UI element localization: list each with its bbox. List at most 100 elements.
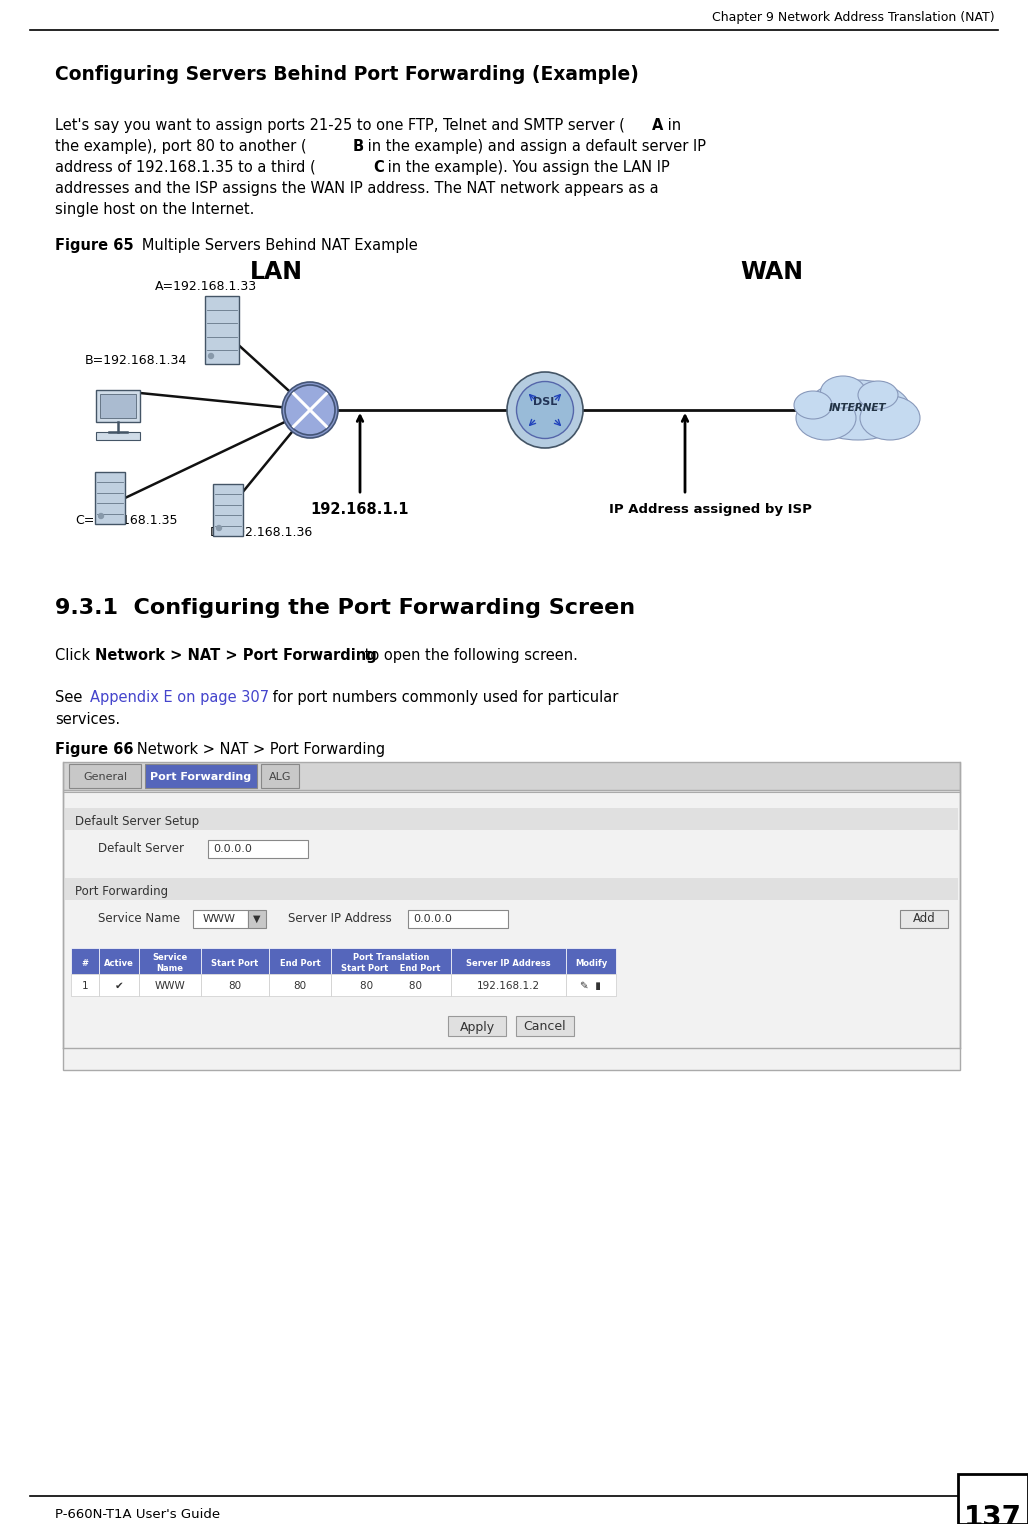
Text: 9.3.1  Configuring the Port Forwarding Screen: 9.3.1 Configuring the Port Forwarding Sc… bbox=[56, 597, 635, 619]
Text: End Port: End Port bbox=[280, 959, 321, 968]
Text: services.: services. bbox=[56, 712, 120, 727]
Text: A=192.168.1.33: A=192.168.1.33 bbox=[155, 280, 257, 294]
Text: ALG: ALG bbox=[268, 773, 291, 782]
Text: in the example) and assign a default server IP: in the example) and assign a default ser… bbox=[363, 139, 706, 154]
Circle shape bbox=[209, 354, 214, 358]
Text: 137: 137 bbox=[964, 1504, 1022, 1524]
Text: Cancel: Cancel bbox=[523, 1021, 566, 1033]
Text: B=192.168.1.34: B=192.168.1.34 bbox=[85, 354, 187, 366]
Text: Active: Active bbox=[104, 959, 134, 968]
FancyBboxPatch shape bbox=[269, 974, 331, 997]
FancyBboxPatch shape bbox=[205, 296, 238, 364]
Ellipse shape bbox=[794, 392, 832, 419]
Text: Port Forwarding: Port Forwarding bbox=[75, 884, 169, 898]
Text: ✔: ✔ bbox=[115, 981, 123, 991]
Text: Port Forwarding: Port Forwarding bbox=[150, 773, 252, 782]
FancyBboxPatch shape bbox=[248, 910, 266, 928]
Text: ▼: ▼ bbox=[253, 914, 261, 924]
Text: Network > NAT > Port Forwarding: Network > NAT > Port Forwarding bbox=[123, 742, 386, 757]
FancyBboxPatch shape bbox=[63, 789, 960, 1070]
Ellipse shape bbox=[806, 379, 911, 440]
Circle shape bbox=[285, 386, 335, 434]
FancyBboxPatch shape bbox=[99, 974, 139, 997]
Text: 80: 80 bbox=[228, 981, 242, 991]
Ellipse shape bbox=[860, 396, 920, 440]
FancyBboxPatch shape bbox=[201, 974, 269, 997]
Text: to open the following screen.: to open the following screen. bbox=[360, 648, 578, 663]
Text: A: A bbox=[652, 117, 663, 133]
Text: Start Port: Start Port bbox=[212, 959, 259, 968]
Text: Service
Name: Service Name bbox=[152, 954, 188, 972]
FancyBboxPatch shape bbox=[261, 764, 299, 788]
Text: WAN: WAN bbox=[740, 261, 803, 283]
Text: D=192.168.1.36: D=192.168.1.36 bbox=[210, 526, 314, 538]
FancyBboxPatch shape bbox=[331, 974, 451, 997]
FancyBboxPatch shape bbox=[71, 948, 99, 974]
Text: 0.0.0.0: 0.0.0.0 bbox=[213, 844, 252, 853]
Text: IP Address assigned by ISP: IP Address assigned by ISP bbox=[609, 503, 811, 517]
Text: LAN: LAN bbox=[250, 261, 303, 283]
Ellipse shape bbox=[858, 381, 898, 408]
Text: WWW: WWW bbox=[203, 914, 236, 924]
FancyBboxPatch shape bbox=[208, 840, 308, 858]
Circle shape bbox=[282, 383, 338, 437]
Text: 80: 80 bbox=[293, 981, 306, 991]
Text: 0.0.0.0: 0.0.0.0 bbox=[413, 914, 452, 924]
Text: Add: Add bbox=[913, 913, 935, 925]
FancyBboxPatch shape bbox=[95, 472, 125, 524]
Text: the example), port 80 to another (: the example), port 80 to another ( bbox=[56, 139, 306, 154]
Text: Click: Click bbox=[56, 648, 95, 663]
FancyBboxPatch shape bbox=[63, 762, 960, 789]
FancyBboxPatch shape bbox=[451, 974, 566, 997]
Text: C=192.168.1.35: C=192.168.1.35 bbox=[75, 514, 178, 526]
FancyBboxPatch shape bbox=[71, 974, 99, 997]
Text: 192.168.1.1: 192.168.1.1 bbox=[310, 503, 409, 518]
FancyBboxPatch shape bbox=[213, 485, 243, 536]
Text: C: C bbox=[373, 160, 383, 175]
Ellipse shape bbox=[820, 376, 866, 408]
Text: for port numbers commonly used for particular: for port numbers commonly used for parti… bbox=[268, 690, 619, 706]
Text: Network > NAT > Port Forwarding: Network > NAT > Port Forwarding bbox=[95, 648, 376, 663]
FancyBboxPatch shape bbox=[99, 948, 139, 974]
FancyBboxPatch shape bbox=[96, 390, 140, 422]
FancyBboxPatch shape bbox=[566, 948, 616, 974]
Text: P-660N-T1A User's Guide: P-660N-T1A User's Guide bbox=[56, 1507, 220, 1521]
FancyBboxPatch shape bbox=[408, 910, 508, 928]
FancyBboxPatch shape bbox=[900, 910, 948, 928]
FancyBboxPatch shape bbox=[100, 395, 136, 418]
Text: INTERNET: INTERNET bbox=[830, 402, 887, 413]
FancyBboxPatch shape bbox=[65, 878, 958, 901]
Text: Appendix E on page 307: Appendix E on page 307 bbox=[90, 690, 269, 706]
Circle shape bbox=[507, 372, 583, 448]
Text: Figure 66: Figure 66 bbox=[56, 742, 134, 757]
Text: Modify: Modify bbox=[575, 959, 608, 968]
Text: Server IP Address: Server IP Address bbox=[288, 911, 392, 925]
FancyBboxPatch shape bbox=[451, 948, 566, 974]
Text: Multiple Servers Behind NAT Example: Multiple Servers Behind NAT Example bbox=[128, 238, 417, 253]
Text: Chapter 9 Network Address Translation (NAT): Chapter 9 Network Address Translation (N… bbox=[712, 12, 995, 24]
Text: WWW: WWW bbox=[154, 981, 185, 991]
Text: 1: 1 bbox=[81, 981, 88, 991]
FancyBboxPatch shape bbox=[331, 948, 451, 974]
Circle shape bbox=[516, 381, 574, 439]
FancyBboxPatch shape bbox=[516, 1017, 574, 1036]
Text: Figure 65: Figure 65 bbox=[56, 238, 134, 253]
Text: 192.168.1.2: 192.168.1.2 bbox=[477, 981, 540, 991]
FancyBboxPatch shape bbox=[201, 948, 269, 974]
Text: Default Server: Default Server bbox=[98, 841, 184, 855]
Text: Port Translation
Start Port    End Port: Port Translation Start Port End Port bbox=[341, 954, 441, 972]
FancyBboxPatch shape bbox=[448, 1017, 506, 1036]
Text: single host on the Internet.: single host on the Internet. bbox=[56, 203, 254, 216]
Text: Let's say you want to assign ports 21-25 to one FTP, Telnet and SMTP server (: Let's say you want to assign ports 21-25… bbox=[56, 117, 625, 133]
FancyBboxPatch shape bbox=[139, 974, 201, 997]
Text: DSL: DSL bbox=[533, 396, 557, 407]
Text: #: # bbox=[81, 959, 88, 968]
Text: in: in bbox=[663, 117, 682, 133]
FancyBboxPatch shape bbox=[139, 948, 201, 974]
FancyBboxPatch shape bbox=[193, 910, 248, 928]
Text: Default Server Setup: Default Server Setup bbox=[75, 814, 199, 828]
FancyBboxPatch shape bbox=[958, 1474, 1028, 1524]
Text: Service Name: Service Name bbox=[98, 911, 180, 925]
Text: addresses and the ISP assigns the WAN IP address. The NAT network appears as a: addresses and the ISP assigns the WAN IP… bbox=[56, 181, 659, 197]
Text: B: B bbox=[353, 139, 364, 154]
